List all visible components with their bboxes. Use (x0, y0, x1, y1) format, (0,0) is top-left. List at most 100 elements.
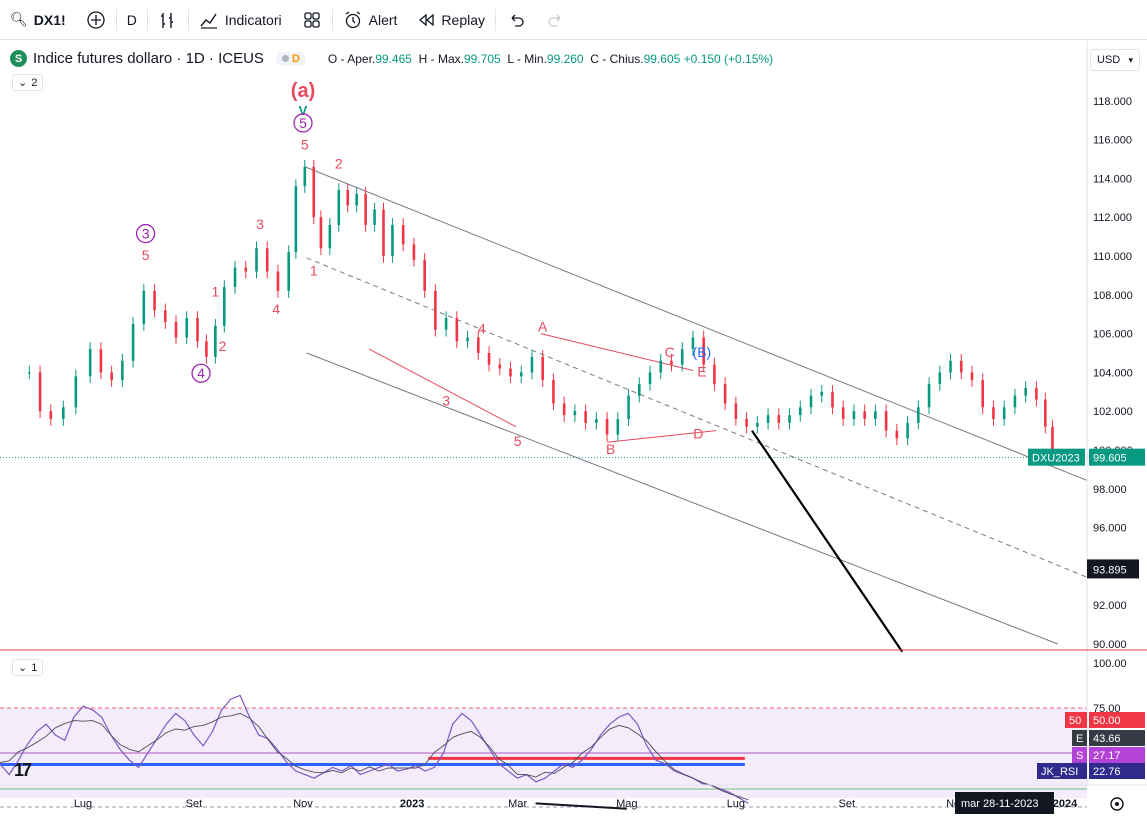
candle-body (1013, 395, 1017, 408)
compare-button[interactable] (76, 0, 116, 40)
candle-body (509, 368, 512, 377)
candle-body (949, 360, 952, 373)
candle-body (276, 271, 280, 291)
candle-body (1002, 407, 1006, 419)
rsi-level-value-bg (1089, 747, 1145, 763)
close-value: 99.605 (643, 51, 681, 66)
symbol-search[interactable]: 🔍︎ DX1! (0, 0, 76, 40)
main-pane-collapse-button[interactable]: ⌄ 2 (12, 74, 44, 91)
candle-body (487, 353, 491, 365)
indicators-button[interactable]: Indicatori (189, 0, 292, 40)
candle-body (121, 360, 124, 381)
high-label: H - Max. (418, 51, 464, 66)
price-tick-label: 92.000 (1093, 600, 1127, 612)
wave-label: 3 (142, 226, 150, 242)
candle-body (196, 318, 199, 342)
settings-gear-icon (1115, 802, 1119, 806)
candle-body (756, 422, 759, 427)
wave-label: 5 (142, 247, 150, 263)
chevron-down-icon: ⌄ (18, 77, 28, 89)
low-label: L - Min. (507, 51, 547, 66)
channel-line-middle (306, 257, 1109, 587)
wave-label: 5 (514, 433, 522, 449)
price-tick-label: 114.000 (1093, 173, 1132, 185)
channel-line-lower (306, 352, 1059, 645)
wave-circle (191, 363, 211, 383)
series-title[interactable]: Indice futures dollaro · 1D · ICEUS (33, 50, 264, 67)
grid-icon (303, 11, 320, 28)
indicators-label: Indicatori (224, 11, 282, 28)
candle-body (74, 376, 78, 408)
plus-circle-icon (87, 10, 105, 29)
candle-body (1035, 387, 1038, 400)
candle-body (294, 186, 298, 253)
candle-body (49, 411, 53, 419)
rsi-level-tag: JK_RSI (1041, 766, 1078, 778)
candle-body (670, 360, 673, 365)
divider (331, 8, 333, 31)
candle-body (745, 418, 748, 427)
rsi-pane[interactable] (0, 694, 1087, 810)
candle-body (373, 209, 376, 225)
price-tick-label: 118.000 (1093, 96, 1132, 108)
axes: 118.000 116.000 114.000 112.000 110.000 108.0… (0, 41, 1147, 814)
wave-label: 2 (335, 156, 343, 172)
candle-body (906, 422, 909, 439)
pattern-line (607, 430, 717, 443)
candle-body (312, 166, 316, 218)
candle-body (713, 364, 716, 385)
candle-body (766, 415, 770, 423)
channel-line-upper (304, 166, 1109, 490)
rsi-level-value: 27.17 (1093, 750, 1121, 762)
candle-body (1044, 399, 1047, 427)
time-tick-label: Lug (727, 798, 745, 810)
time-tick-label: Lug (74, 798, 92, 810)
wave-label: A (538, 319, 548, 335)
redo-button[interactable] (536, 0, 576, 40)
candle-body (62, 407, 65, 419)
chart-type-button[interactable] (148, 0, 188, 40)
rewind-icon (419, 13, 435, 26)
wave-circle (135, 223, 156, 244)
rsi-tick-label: 100.00 (1093, 658, 1127, 670)
time-tick-label: 2024 (1053, 798, 1078, 810)
candle-body (265, 248, 269, 272)
ohlc-values: O - Aper.99.465 H - Max.99.705 L - Min.9… (328, 52, 773, 66)
layouts-button[interactable] (292, 0, 332, 40)
redo-icon (548, 14, 561, 27)
candle-body (734, 403, 738, 419)
candle-body (498, 364, 502, 369)
time-tick-label: Mag (616, 798, 637, 810)
time-tick-label: Mar (508, 798, 527, 810)
chevron-down-icon: ▾ (1128, 54, 1133, 65)
candle-body (938, 372, 942, 385)
wave-label: C (665, 344, 675, 360)
candle-body (328, 224, 332, 249)
rsi-pane-collapse-button[interactable]: ⌄ 1 (12, 659, 44, 676)
target-price-bg (1087, 559, 1139, 579)
candle-body (364, 193, 367, 225)
market-status[interactable]: D (275, 51, 306, 66)
candle-body (970, 372, 974, 381)
divider (495, 8, 497, 31)
replay-button[interactable]: Replay (407, 0, 495, 40)
interval-button[interactable]: D (117, 0, 147, 40)
alert-button[interactable]: Alert (333, 0, 408, 40)
projection-line (751, 429, 904, 653)
high-value: 99.705 (463, 51, 501, 66)
candle-body (992, 407, 995, 419)
rsi-level-value-bg (1089, 712, 1145, 728)
candle-body (346, 190, 350, 206)
candle-body (434, 290, 437, 330)
time-tick-label: Set (186, 798, 203, 810)
wave-label: 2 (219, 338, 227, 354)
price-tick-label: 116.000 (1093, 135, 1132, 147)
crosshair-date-label: mar 28-11-2023 (961, 798, 1038, 810)
wave-marker-icon: V (299, 103, 308, 118)
crosshair-date-bg (955, 792, 1054, 814)
undo-button[interactable] (496, 0, 536, 40)
wave-label: E (697, 363, 706, 379)
currency-select[interactable]: USD ▾ (1090, 49, 1140, 71)
